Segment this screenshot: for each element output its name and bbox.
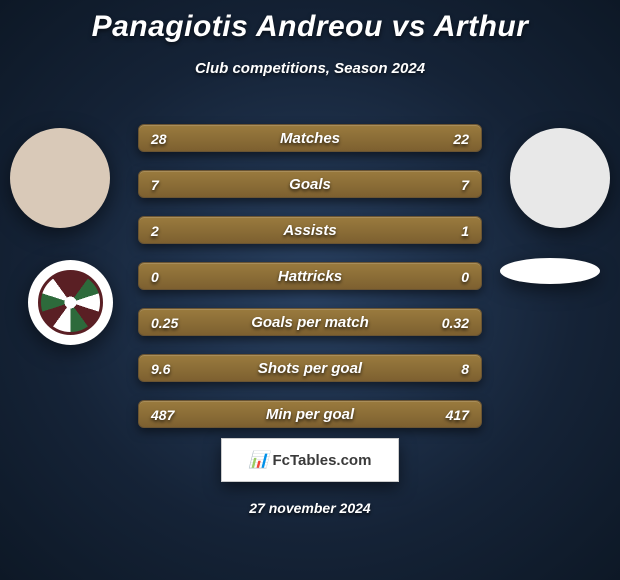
stat-label: Goals per match: [139, 309, 481, 337]
stat-label: Min per goal: [139, 401, 481, 429]
stat-row: 9.6Shots per goal8: [138, 354, 482, 382]
logo-text: FcTables.com: [273, 452, 372, 469]
stat-label: Matches: [139, 125, 481, 153]
stat-right-value: 8: [461, 355, 469, 383]
stat-label: Hattricks: [139, 263, 481, 291]
stat-row: 28Matches22: [138, 124, 482, 152]
subtitle: Club competitions, Season 2024: [0, 60, 620, 77]
stat-right-value: 7: [461, 171, 469, 199]
club-right-badge-icon: [500, 258, 600, 284]
date-label: 27 november 2024: [0, 500, 620, 516]
stat-right-value: 417: [446, 401, 469, 429]
stat-row: 487Min per goal417: [138, 400, 482, 428]
fctables-logo: 📊 FcTables.com: [221, 438, 399, 482]
stat-right-value: 0: [461, 263, 469, 291]
stats-list: 28Matches22 7Goals7 2Assists1 0Hattricks0 0.…: [138, 124, 482, 446]
club-left-badge-icon: [28, 260, 113, 345]
comparison-card: Panagiotis Andreou vs Arthur Club compet…: [0, 0, 620, 580]
stat-label: Assists: [139, 217, 481, 245]
stat-row: 7Goals7: [138, 170, 482, 198]
stat-row: 0.25Goals per match0.32: [138, 308, 482, 336]
player-left-avatar: [10, 128, 110, 228]
player-right-avatar: [510, 128, 610, 228]
stat-right-value: 1: [461, 217, 469, 245]
chart-icon: 📊: [249, 450, 267, 470]
stat-right-value: 22: [453, 125, 469, 153]
stat-row: 2Assists1: [138, 216, 482, 244]
stat-label: Goals: [139, 171, 481, 199]
stat-label: Shots per goal: [139, 355, 481, 383]
page-title: Panagiotis Andreou vs Arthur: [0, 0, 620, 44]
stat-row: 0Hattricks0: [138, 262, 482, 290]
stat-right-value: 0.32: [442, 309, 469, 337]
